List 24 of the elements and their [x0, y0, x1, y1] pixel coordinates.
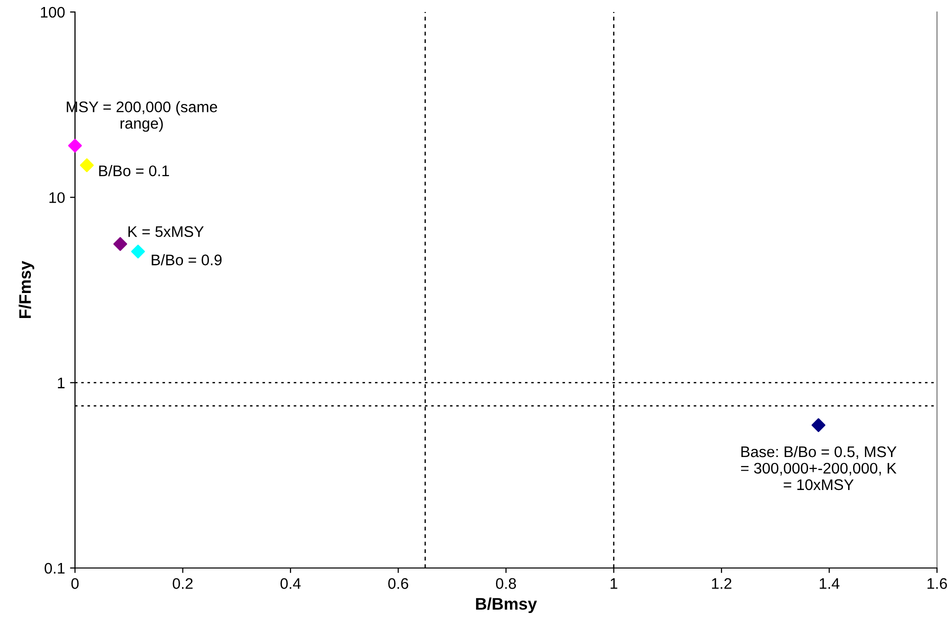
series-label: B/Bo = 0.1	[99, 165, 169, 176]
series-label: K = 5xMSY	[128, 226, 204, 237]
x-tick-label: 0	[71, 578, 79, 589]
x-axis-title: B/Bmsy	[476, 598, 537, 614]
x-tick-label: 0.8	[496, 578, 516, 589]
x-tick-label: 0.6	[388, 578, 408, 589]
y-tick-label: 100	[40, 6, 65, 18]
point	[68, 138, 82, 153]
y-tick-label: 1	[58, 378, 65, 388]
x-tick-label: 1.2	[712, 578, 732, 589]
y-tick-label: 0.1	[44, 562, 65, 574]
point	[131, 244, 145, 258]
y-axis-title: F/Fmsy	[18, 260, 34, 318]
x-tick-label: 1.4	[820, 578, 840, 589]
point	[113, 237, 128, 251]
x-tick-label: 1	[610, 578, 618, 589]
series-label: B/Bo = 0.9	[152, 254, 222, 266]
point	[80, 158, 94, 172]
x-tick-label: 0.2	[172, 578, 193, 589]
y-tick-label: 10	[49, 192, 65, 204]
x-tick-label: 1.6	[928, 578, 947, 589]
text: Base: B/Bo = 0.5, MSY = 300,000+-200,000, K = 10xMSY	[741, 446, 896, 490]
x-tick-label: 0.4	[280, 578, 301, 589]
point	[812, 418, 826, 432]
